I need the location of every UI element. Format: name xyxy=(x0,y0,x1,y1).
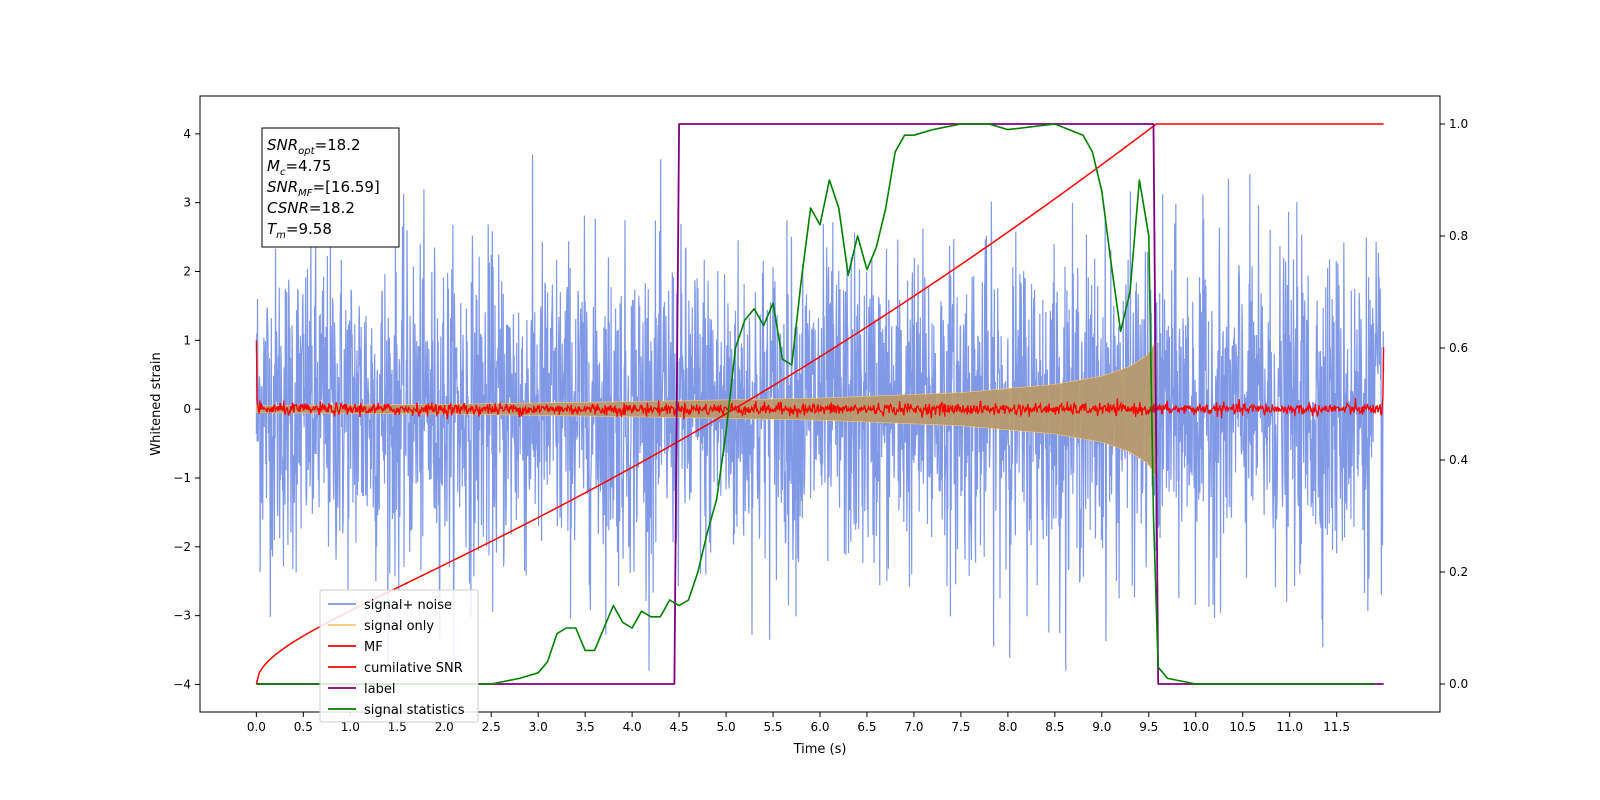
x-tick-label: 6.5 xyxy=(857,720,876,734)
x-tick-label: 9.5 xyxy=(1139,720,1158,734)
x-tick-label: 2.0 xyxy=(435,720,454,734)
annotation-line: Mc=4.75 xyxy=(267,157,331,178)
y-tick-label: 4 xyxy=(183,127,191,141)
x-tick-label: 4.0 xyxy=(623,720,642,734)
y2-tick-label: 0.4 xyxy=(1449,453,1468,467)
legend-label: signal statistics xyxy=(364,703,465,718)
series-cumulative-snr xyxy=(255,123,1384,685)
y2-axis-right: 1.0 0.8 0.6 0.4 0.2 0.0 xyxy=(1440,117,1468,691)
x-tick-label: 8.5 xyxy=(1045,720,1064,734)
annotation-line: Tm=9.58 xyxy=(267,220,332,241)
y-tick-label: 0 xyxy=(183,402,191,416)
y-axis: 4 3 2 1 0 −1 −2 −3 −4 xyxy=(173,127,200,691)
x-tick-label: 3.0 xyxy=(529,720,548,734)
y2-tick-label: 0.8 xyxy=(1449,229,1468,243)
x-tick-label: 7.0 xyxy=(904,720,923,734)
y-tick-label: −3 xyxy=(173,609,191,623)
x-tick-label: 10.5 xyxy=(1229,720,1256,734)
legend-label: MF xyxy=(364,640,383,655)
y-tick-label: 2 xyxy=(183,265,191,279)
y2-tick-label: 1.0 xyxy=(1449,117,1468,131)
y2-tick-label: 0.2 xyxy=(1449,565,1468,579)
series-layer xyxy=(255,123,1385,685)
x-tick-label: 8.0 xyxy=(998,720,1017,734)
x-tick-label: 1.5 xyxy=(388,720,407,734)
x-tick-label: 5.5 xyxy=(763,720,782,734)
x-tick-label: 11.5 xyxy=(1323,720,1350,734)
legend-label: signal only xyxy=(364,619,434,634)
y-tick-label: 3 xyxy=(183,196,191,210)
x-tick-label: 0.0 xyxy=(247,720,266,734)
x-axis-label: Time (s) xyxy=(793,742,847,757)
y-tick-label: 1 xyxy=(183,333,191,347)
x-tick-label: 4.5 xyxy=(670,720,689,734)
annotation-line: SNRMF=[16.59] xyxy=(267,178,380,199)
x-tick-label: 7.5 xyxy=(951,720,970,734)
legend-frame xyxy=(319,589,479,723)
x-tick-label: 10.0 xyxy=(1182,720,1209,734)
series-signal-statistics xyxy=(256,123,1375,685)
y-tick-label: −4 xyxy=(173,677,191,691)
x-tick-label: 2.5 xyxy=(482,720,501,734)
annotation-line: SNRopt=18.2 xyxy=(267,136,361,157)
x-tick-label: 0.5 xyxy=(294,720,313,734)
y2-tick-label: 0.0 xyxy=(1449,677,1468,691)
x-tick-label: 9.0 xyxy=(1092,720,1111,734)
legend-label: signal+ noise xyxy=(364,598,452,613)
y-axis-label: Whitened strain xyxy=(149,352,164,455)
x-tick-label: 3.5 xyxy=(576,720,595,734)
legend: signal+ noise signal only MF cumilative SNR… xyxy=(319,589,479,723)
y2-tick-label: 0.6 xyxy=(1449,341,1468,355)
legend-label: label xyxy=(364,682,395,697)
x-tick-label: 6.0 xyxy=(810,720,829,734)
x-axis: 0.0 0.5 1.0 1.5 2.0 2.5 3.0 3.5 4.0 4.5 5.0 5.5 6.0 6… xyxy=(247,712,1350,734)
series-mf xyxy=(255,340,1385,420)
stats-annotation-box: SNRopt=18.2Mc=4.75SNRMF=[16.59]CSNR=18.2… xyxy=(261,127,400,248)
legend-label: cumilative SNR xyxy=(364,661,463,676)
annotation-line: CSNR=18.2 xyxy=(267,199,355,217)
y-tick-label: −2 xyxy=(173,540,191,554)
x-tick-label: 11.0 xyxy=(1276,720,1303,734)
x-tick-label: 1.0 xyxy=(341,720,360,734)
y-tick-label: −1 xyxy=(173,471,191,485)
annotation-frame xyxy=(261,127,400,248)
x-tick-label: 5.0 xyxy=(717,720,736,734)
